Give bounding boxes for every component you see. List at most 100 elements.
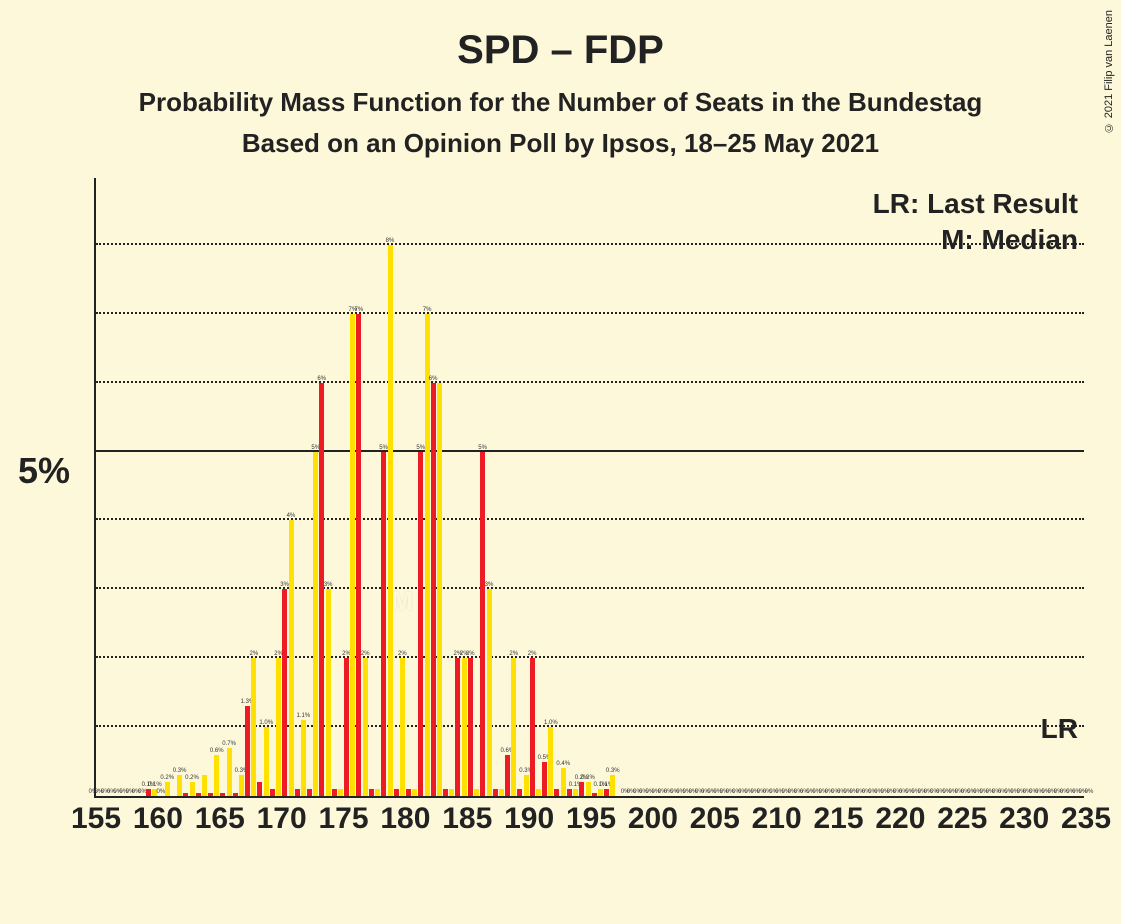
x-tick: 220 — [875, 802, 925, 836]
bar-label: 0.3% — [606, 768, 620, 774]
bar-red: 2% — [455, 658, 460, 796]
bar-label: 2% — [398, 651, 407, 657]
bar-pair: 0.6% — [498, 755, 510, 796]
bar-label: 6% — [429, 376, 438, 382]
bar-red — [307, 789, 312, 796]
bar-yellow: 0.7% — [227, 748, 232, 796]
copyright-text: © 2021 Filip van Laenen — [1103, 10, 1115, 133]
bar-red: 1.3% — [245, 706, 250, 796]
x-tick: 230 — [999, 802, 1049, 836]
bar-yellow — [449, 789, 454, 796]
bar-red — [220, 793, 225, 796]
x-tick: 170 — [257, 802, 307, 836]
bar-yellow: 1.0% — [264, 727, 269, 796]
bar-yellow — [202, 775, 207, 796]
x-tick: 225 — [937, 802, 987, 836]
bar-pair: 2% — [337, 658, 349, 796]
bar-pair: 5% — [412, 452, 424, 796]
bar-pair: 4% — [288, 520, 300, 796]
bar-yellow: 0.3% — [177, 775, 182, 796]
bar-yellow — [338, 789, 343, 796]
bar-pair — [201, 775, 213, 796]
bar-label: 6% — [317, 376, 326, 382]
bar-yellow: 0.3% — [524, 775, 529, 796]
bar-yellow: 3% — [487, 589, 492, 796]
bar-yellow: 0.3% — [610, 775, 615, 796]
bar-red — [332, 789, 337, 796]
bar-red — [592, 793, 597, 796]
bar-yellow: 7% — [425, 314, 430, 796]
y-axis-label: 5% — [18, 450, 70, 492]
bar-red: 0.6% — [505, 755, 510, 796]
bar-yellow: 7% — [350, 314, 355, 796]
bar-red — [517, 789, 522, 796]
bar-pair: 1.0% — [263, 727, 275, 796]
bar-red — [443, 789, 448, 796]
bar-label: 8% — [386, 238, 395, 244]
bar-yellow: 0.6% — [214, 755, 219, 796]
bar-label: 2% — [528, 651, 537, 657]
bars-container: 0%0%0%0%0%0%0%0%0%0.1%0.1%0%0.2%0.3%0.2%… — [96, 178, 1084, 796]
x-tick: 210 — [752, 802, 802, 836]
x-tick: 195 — [566, 802, 616, 836]
bar-pair: 0.5% — [535, 762, 547, 796]
bar-yellow: 0.2% — [190, 782, 195, 796]
bar-red: 5% — [480, 452, 485, 796]
bar-yellow: 0.2% — [586, 782, 591, 796]
bar-label: 3% — [485, 582, 494, 588]
bar-label: 0.2% — [185, 775, 199, 781]
bar-yellow: 2% — [251, 658, 256, 796]
chart-subtitle-1: Probability Mass Function for the Number… — [0, 87, 1121, 118]
bar-pair: 2% — [251, 658, 263, 796]
bar-yellow — [474, 789, 479, 796]
bar-red — [493, 789, 498, 796]
bar-red — [270, 789, 275, 796]
bar-yellow: 0.4% — [561, 768, 566, 796]
x-tick: 165 — [195, 802, 245, 836]
bar-pair: 2%2% — [461, 658, 473, 796]
bar-label: 0.1% — [148, 782, 162, 788]
bar-pair: 7%7% — [350, 314, 362, 796]
bar-pair: 8% — [387, 245, 399, 796]
bar-yellow — [437, 383, 442, 796]
x-tick: 175 — [318, 802, 368, 836]
bar-pair: 2% — [449, 658, 461, 796]
bar-yellow: 2% — [400, 658, 405, 796]
bar-label: 2% — [250, 651, 259, 657]
bar-pair: 2% — [511, 658, 523, 796]
x-tick: 160 — [133, 802, 183, 836]
bar-pair: 2% — [362, 658, 374, 796]
chart-area: 0%0%0%0%0%0%0%0%0%0.1%0.1%0%0.2%0.3%0.2%… — [94, 178, 1084, 838]
bar-pair: 0%0.1% — [139, 789, 151, 796]
bar-yellow: 2% — [462, 658, 467, 796]
bar-label: 2% — [361, 651, 370, 657]
bar-pair: 0.2% — [189, 782, 201, 796]
bar-pair: 0.6% — [214, 755, 226, 796]
bar-yellow: 2% — [363, 658, 368, 796]
chart-title: SPD – FDP — [0, 28, 1121, 73]
bar-yellow: 0.1% — [598, 789, 603, 796]
bar-yellow: 2% — [276, 658, 281, 796]
bar-yellow: 0.1% — [573, 789, 578, 796]
bar-label: 5% — [478, 445, 487, 451]
plot-area: 0%0%0%0%0%0%0%0%0%0.1%0.1%0%0.2%0.3%0.2%… — [94, 178, 1084, 798]
bar-red — [196, 793, 201, 796]
bar-yellow — [375, 789, 380, 796]
bar-red — [369, 789, 374, 796]
bar-pair: 0.2% — [164, 782, 176, 796]
bar-pair: 0.3%2% — [523, 658, 535, 796]
bar-red: 0.5% — [542, 762, 547, 796]
bar-red: 0.1% — [146, 789, 151, 796]
x-tick: 235 — [1061, 802, 1111, 836]
bar-pair: 7%6% — [424, 314, 436, 796]
bar-label: 7% — [355, 307, 364, 313]
bar-red: 5% — [418, 452, 423, 796]
bar-yellow — [412, 789, 417, 796]
median-marker: M — [391, 586, 413, 617]
bar-red — [257, 782, 262, 796]
legend-lr: LR: Last Result — [873, 188, 1078, 220]
chart-subtitle-2: Based on an Opinion Poll by Ipsos, 18–25… — [0, 128, 1121, 159]
bar-red: 6% — [319, 383, 324, 796]
legend-m: M: Median — [941, 224, 1078, 256]
bar-red: 2% — [344, 658, 349, 796]
